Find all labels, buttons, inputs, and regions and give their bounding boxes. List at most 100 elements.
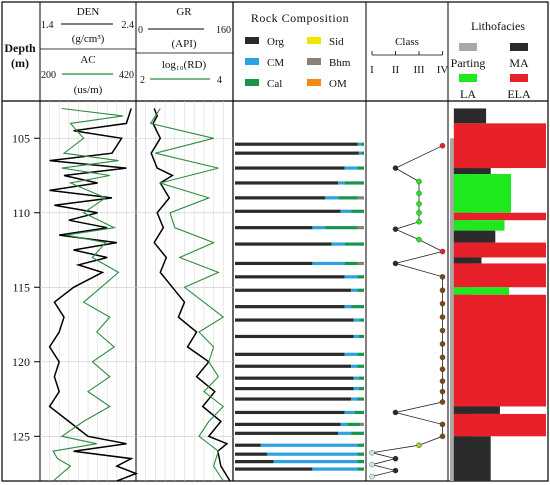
rock-bar-segment	[267, 452, 358, 456]
class-point	[416, 201, 422, 207]
rock-bar-segment	[357, 196, 364, 200]
litho-block	[453, 294, 546, 407]
rock-bar-segment	[312, 226, 326, 230]
litho-legend-swatch	[459, 74, 477, 82]
litho-legend-swatch	[510, 43, 528, 51]
depth-tick-label: 115	[12, 280, 30, 294]
lithofacies-track	[450, 108, 546, 482]
litho-title: Lithofacies	[471, 19, 525, 33]
litho-block	[453, 257, 482, 264]
rock-bar-segment	[360, 318, 364, 322]
rock-bar-segment	[357, 467, 364, 471]
rock-bar-segment	[235, 422, 341, 426]
rock-legend: Org Sid CM Bhm Cal OM	[245, 36, 351, 90]
rock-bar-segment	[235, 452, 268, 456]
rock-legend-label: Org	[267, 36, 284, 48]
rock-bar-segment	[357, 275, 364, 279]
class-point	[369, 461, 375, 468]
class-tick-label: II	[392, 64, 400, 76]
den-unit: (g/cm³)	[72, 33, 105, 45]
litho-block	[453, 242, 546, 258]
rock-bar-segment	[235, 181, 339, 185]
rock-bar-segment	[338, 196, 358, 200]
rock-bar-segment	[344, 181, 364, 185]
rd-curve	[149, 108, 225, 482]
ac-curve	[52, 107, 123, 482]
class-point	[439, 399, 446, 405]
class-point	[369, 449, 375, 456]
rock-bar-segment	[353, 334, 359, 339]
rock-legend-label: Cal	[267, 78, 282, 90]
rock-bar-segment	[357, 166, 364, 170]
rock-bar-segment	[351, 288, 358, 292]
depth-tick-label: 120	[12, 355, 30, 369]
rock-bar-segment	[357, 142, 362, 146]
rock-legend-label: Bhm	[329, 57, 351, 69]
class-point	[416, 190, 422, 197]
rock-bar-segment	[235, 209, 341, 213]
rock-legend-swatch	[245, 79, 259, 86]
den-max: 2.4	[122, 20, 135, 31]
rock-bar-segment	[273, 460, 358, 464]
rock-bar-segment	[235, 275, 345, 279]
litho-legend: Parting MA LA ELA	[451, 43, 531, 101]
rock-bar-segment	[358, 376, 364, 380]
rock-bar-segment	[357, 397, 364, 401]
litho-block	[453, 168, 491, 175]
rock-bar-segment	[357, 364, 364, 368]
rock-bar-segment	[353, 387, 359, 391]
rock-bar-segment	[235, 334, 354, 339]
rock-bar-segment	[357, 443, 364, 447]
class-point	[439, 366, 446, 372]
rock-bar-segment	[338, 181, 345, 185]
rock-bar-segment	[351, 364, 358, 368]
litho-legend-label: LA	[460, 87, 476, 101]
rock-bar-segment	[235, 443, 261, 447]
rock-bar-segment	[235, 397, 352, 401]
litho-block	[453, 406, 500, 414]
rock-bar-segment	[344, 242, 364, 246]
class-point	[439, 433, 446, 440]
rock-bar-segment	[235, 410, 345, 415]
gr-min: 0	[138, 25, 143, 36]
den-title: DEN	[77, 6, 100, 18]
rock-bar-segment	[325, 226, 358, 230]
depth-tick-label: 105	[12, 131, 30, 145]
rock-bar-segment	[235, 431, 339, 435]
rock-bar-segment	[358, 334, 364, 339]
rock-bar-segment	[361, 142, 364, 146]
depth-tick-label: 110	[12, 206, 30, 220]
litho-block	[453, 230, 496, 243]
rock-bar-segment	[235, 364, 352, 368]
class-point	[439, 378, 446, 384]
rock-bar-segment	[235, 352, 345, 356]
den-curve	[48, 108, 139, 482]
ac-title: AC	[80, 54, 95, 66]
rock-bar-segment	[235, 387, 354, 391]
class-tick-label: III	[414, 64, 425, 76]
rock-bar-segment	[235, 226, 313, 230]
rock-bar-segment	[357, 288, 364, 292]
class-point	[416, 178, 422, 185]
rock-legend-label: Sid	[329, 36, 344, 48]
class-point	[392, 409, 399, 416]
class-point	[369, 473, 375, 480]
rock-bar-segment	[235, 376, 354, 380]
class-point	[416, 236, 422, 243]
class-point	[439, 248, 446, 255]
class-title: Class	[395, 36, 419, 48]
rock-bar-segment	[351, 431, 364, 435]
class-point	[439, 142, 446, 149]
rock-bar-segment	[235, 467, 313, 471]
class-point	[439, 327, 446, 334]
rock-bar-segment	[357, 261, 364, 266]
rock-bar-segment	[340, 422, 348, 426]
class-point	[416, 210, 422, 216]
class-point	[392, 467, 399, 474]
rock-bar-segment	[312, 467, 358, 471]
rock-bar-segment	[338, 431, 352, 435]
rock-bar-segment	[351, 397, 358, 401]
rock-bar-segment	[235, 196, 326, 200]
rock-bar-segment	[351, 209, 364, 213]
rock-legend-swatch	[307, 58, 321, 65]
